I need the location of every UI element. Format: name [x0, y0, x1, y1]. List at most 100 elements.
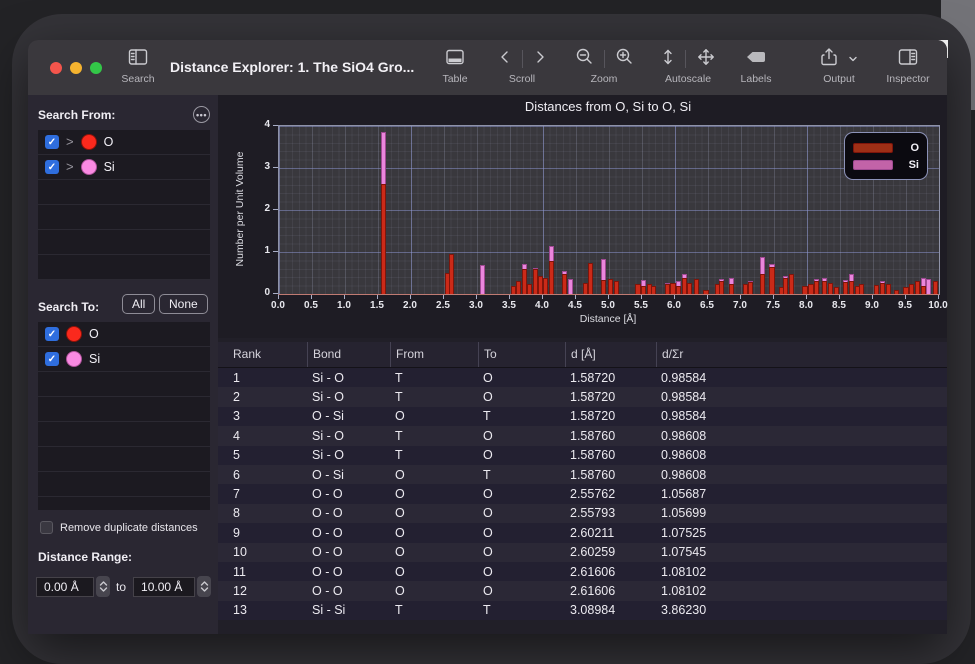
table-cell: 5: [218, 448, 307, 462]
scroll-right-button[interactable]: [533, 48, 547, 71]
scroll-toolbar-label: Scroll: [480, 73, 564, 85]
table-cell: O: [478, 448, 565, 462]
empty-list-row: [38, 180, 210, 205]
table-cell: O: [390, 487, 478, 501]
labels-toolbar-button[interactable]: Labels: [728, 46, 784, 92]
table-row[interactable]: 4Si - OTO1.587600.98608: [218, 426, 947, 445]
close-button[interactable]: [50, 62, 62, 74]
range-max-input[interactable]: [133, 577, 195, 597]
o-histogram-bar: [748, 282, 753, 294]
table-cell: 1.58720: [565, 371, 656, 385]
column-header-dr[interactable]: d/Σr: [656, 342, 947, 367]
table-cell: 12: [218, 584, 307, 598]
table-row[interactable]: 12O - OOO2.616061.08102: [218, 581, 947, 600]
element-checkbox[interactable]: ✓: [45, 135, 59, 149]
chart-legend: O Si: [844, 132, 928, 180]
table-cell: 3: [218, 409, 307, 423]
legend-label: O: [910, 142, 919, 154]
table-row[interactable]: 10O - OOO2.602591.07545: [218, 543, 947, 562]
empty-list-row: [38, 472, 210, 497]
more-options-button[interactable]: •••: [193, 106, 210, 123]
table-row[interactable]: 7O - OOO2.557621.05687: [218, 484, 947, 503]
inspector-toolbar-button[interactable]: Inspector: [873, 46, 943, 92]
table-cell: 1.05687: [656, 487, 947, 501]
table-row[interactable]: 3O - SiOT1.587200.98584: [218, 407, 947, 426]
table-row[interactable]: 5Si - OTO1.587600.98608: [218, 446, 947, 465]
table-cell: O - O: [307, 545, 390, 559]
y-tick-mark: [273, 251, 278, 252]
table-cell: 3.08984: [565, 603, 656, 617]
x-tick-label: 5.0: [594, 300, 622, 311]
zoom-out-button[interactable]: [575, 47, 594, 71]
output-toolbar-button[interactable]: Output: [804, 46, 874, 92]
element-row[interactable]: ✓O: [38, 322, 210, 347]
search-sidebar: Search From: ••• ✓>O✓>Si Search To: All …: [28, 95, 219, 634]
select-all-button[interactable]: All: [122, 294, 155, 314]
disclosure-chevron-icon[interactable]: >: [66, 160, 74, 173]
o-histogram-bar: [729, 284, 734, 295]
window-title: Distance Explorer: 1. The SiO4 Gro...: [170, 59, 414, 75]
autoscale-vertical-button[interactable]: [661, 47, 675, 72]
zoom-in-button[interactable]: [615, 47, 634, 71]
zoom-window-button[interactable]: [90, 62, 102, 74]
range-min-input[interactable]: [36, 577, 94, 597]
x-tick-label: 2.5: [429, 300, 457, 311]
table-cell: 3.86230: [656, 603, 947, 617]
search-toolbar-label: Search: [110, 73, 166, 85]
x-tick-mark: [905, 295, 906, 299]
table-row[interactable]: 11O - OOO2.616061.08102: [218, 562, 947, 581]
table-toolbar-button[interactable]: Table: [427, 46, 483, 92]
table-row[interactable]: 9O - OOO2.602111.07525: [218, 523, 947, 542]
element-row[interactable]: ✓Si: [38, 347, 210, 372]
x-tick-mark: [938, 295, 939, 299]
x-tick-mark: [542, 295, 543, 299]
search-from-label: Search From:: [38, 108, 115, 122]
divider: [522, 50, 523, 68]
column-header-to[interactable]: To: [478, 342, 565, 367]
o-histogram-bar: [719, 281, 724, 294]
range-max-stepper[interactable]: [197, 576, 211, 597]
table-cell: 2.60211: [565, 526, 656, 540]
range-min-stepper[interactable]: [96, 576, 110, 597]
element-checkbox[interactable]: ✓: [45, 352, 59, 366]
disclosure-chevron-icon[interactable]: >: [66, 135, 74, 148]
table-cell: 2.60259: [565, 545, 656, 559]
empty-list-row: [38, 422, 210, 447]
autoscale-all-button[interactable]: [696, 47, 716, 72]
table-cell: O - O: [307, 487, 390, 501]
x-tick-label: 3.5: [495, 300, 523, 311]
column-header-bond[interactable]: Bond: [307, 342, 390, 367]
remove-duplicates-checkbox[interactable]: [40, 521, 53, 534]
column-header-rank[interactable]: Rank: [218, 342, 307, 367]
column-header-d[interactable]: d [Å]: [565, 342, 656, 367]
minimize-button[interactable]: [70, 62, 82, 74]
scroll-left-button[interactable]: [498, 48, 512, 71]
o-histogram-bar: [516, 281, 521, 294]
element-row[interactable]: ✓>Si: [38, 155, 210, 180]
remove-duplicates-row: Remove duplicate distances: [40, 521, 198, 534]
plot-area[interactable]: [278, 125, 940, 295]
chart-title: Distances from O, Si to O, Si: [278, 99, 938, 114]
table-cell: 0.98584: [656, 390, 947, 404]
table-row[interactable]: 6O - SiOT1.587600.98608: [218, 465, 947, 484]
table-row[interactable]: 8O - OOO2.557931.05699: [218, 504, 947, 523]
table-row[interactable]: 2Si - OTO1.587200.98584: [218, 387, 947, 406]
o-histogram-bar: [849, 281, 854, 294]
x-tick-mark: [476, 295, 477, 299]
column-header-from[interactable]: From: [390, 342, 478, 367]
table-toolbar-label: Table: [427, 73, 483, 85]
table-row[interactable]: 1Si - OTO1.587200.98584: [218, 368, 947, 387]
table-row[interactable]: 13Si - SiTT3.089843.86230: [218, 601, 947, 620]
element-checkbox[interactable]: ✓: [45, 160, 59, 174]
table-cell: O: [390, 584, 478, 598]
si-histogram-bar: [568, 279, 573, 294]
divider: [604, 50, 605, 68]
table-cell: O: [390, 506, 478, 520]
o-histogram-bar: [588, 263, 593, 295]
o-histogram-bar: [608, 279, 613, 294]
table-cell: O: [478, 584, 565, 598]
search-toolbar-button[interactable]: Search: [110, 46, 166, 92]
element-row[interactable]: ✓>O: [38, 130, 210, 155]
element-checkbox[interactable]: ✓: [45, 327, 59, 341]
select-none-button[interactable]: None: [159, 294, 208, 314]
